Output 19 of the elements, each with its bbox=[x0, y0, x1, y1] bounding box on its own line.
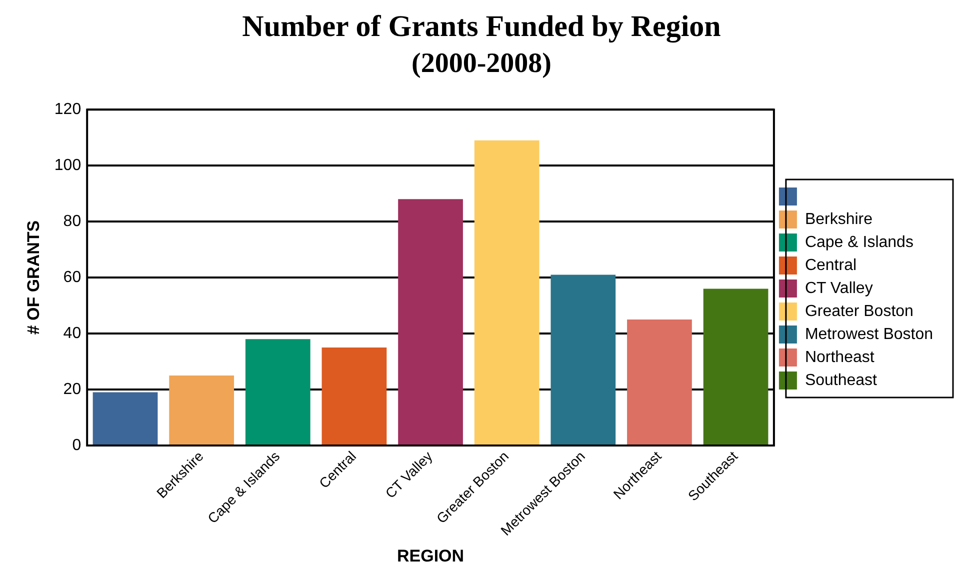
chart-subtitle: (2000-2008) bbox=[412, 48, 552, 80]
legend-label: Northeast bbox=[804, 348, 875, 366]
y-tick-label: 40 bbox=[63, 324, 82, 342]
chart-title: Number of Grants Funded by Region bbox=[242, 10, 722, 43]
y-tick-label: 0 bbox=[72, 436, 82, 454]
x-axis-title: REGION bbox=[396, 546, 464, 566]
legend-label: Berkshire bbox=[804, 210, 873, 228]
y-axis-title: # OF GRANTS bbox=[24, 220, 43, 335]
y-tick-label: 100 bbox=[54, 156, 82, 174]
y-tick-label: 120 bbox=[54, 101, 82, 118]
legend-label: Cape & Islands bbox=[804, 234, 914, 251]
legend-label: Metrowest Boston bbox=[804, 326, 934, 343]
legend-label: Greater Boston bbox=[804, 302, 914, 320]
y-tick-label: 20 bbox=[63, 380, 82, 398]
y-tick-label: 60 bbox=[63, 268, 82, 286]
legend-label: Southeast bbox=[804, 372, 878, 389]
legend-label: Central bbox=[804, 256, 857, 274]
y-tick-label: 80 bbox=[63, 212, 82, 230]
legend-label: CT Valley bbox=[804, 280, 873, 297]
